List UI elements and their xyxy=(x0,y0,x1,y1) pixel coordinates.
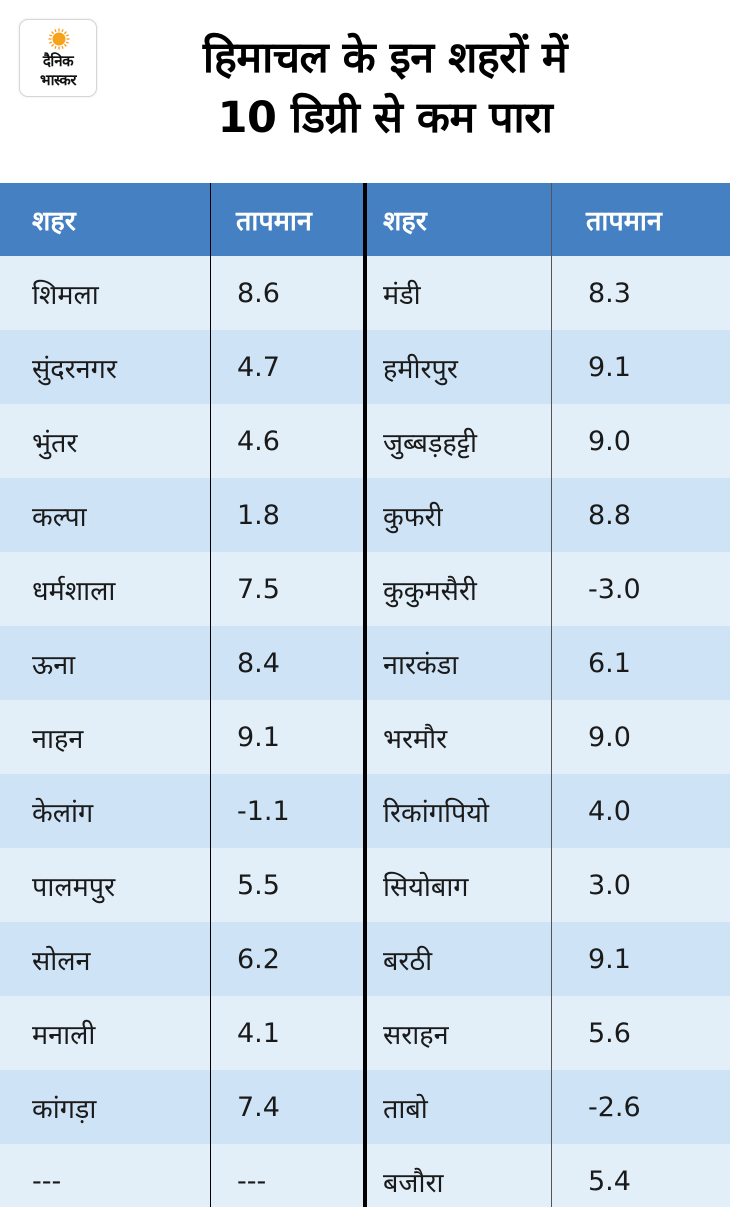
city-cell: सुंदरनगर xyxy=(32,353,117,385)
city-cell: मनाली xyxy=(32,1019,96,1051)
city-cell: नाहन xyxy=(32,723,84,755)
temperature-cell: 8.6 xyxy=(237,277,280,309)
temperature-cell: 5.5 xyxy=(237,869,280,901)
page-title: हिमाचल के इन शहरों में 10 डिग्री से कम प… xyxy=(100,28,670,148)
city-cell: कुकुमसैरी xyxy=(383,575,477,607)
city-cell: सराहन xyxy=(383,1019,449,1051)
city-cell: पालमपुर xyxy=(32,871,116,903)
city-cell: कुफरी xyxy=(383,501,443,533)
temperature-cell: -1.1 xyxy=(237,795,290,827)
temperature-cell: 3.0 xyxy=(588,869,631,901)
temperature-cell: 5.6 xyxy=(588,1017,631,1049)
temperature-cell: 5.4 xyxy=(588,1165,631,1197)
temperature-cell: 9.1 xyxy=(588,943,631,975)
city-cell: कल्पा xyxy=(32,501,87,533)
temperature-cell: 8.4 xyxy=(237,647,280,679)
city-cell: केलांग xyxy=(32,797,94,829)
header-temperature-2: तापमान xyxy=(586,206,662,237)
city-cell: बजौरा xyxy=(383,1167,444,1199)
center-divider xyxy=(363,183,367,1207)
temperature-cell: -3.0 xyxy=(588,573,641,605)
header: दैनिक भास्कर हिमाचल के इन शहरों में 10 ड… xyxy=(0,0,730,183)
temperature-cell: 9.1 xyxy=(237,721,280,753)
logo-text-line1: दैनिक xyxy=(42,52,74,70)
column-divider xyxy=(210,183,211,1207)
temperature-cell: 4.1 xyxy=(237,1017,280,1049)
city-cell: धर्मशाला xyxy=(32,575,116,607)
header-temperature-1: तापमान xyxy=(236,206,312,237)
temperature-cell: --- xyxy=(237,1165,267,1197)
city-cell: हमीरपुर xyxy=(383,353,458,385)
temperature-table: शहर तापमान शहर तापमान शिमला 8.6 मंडी 8.3… xyxy=(0,183,730,1207)
temperature-cell: 4.0 xyxy=(588,795,631,827)
city-cell: सोलन xyxy=(32,945,91,977)
dainik-bhaskar-logo: दैनिक भास्कर xyxy=(19,19,97,97)
title-line2: 10 डिग्री से कम पारा xyxy=(217,93,553,143)
header-city-1: शहर xyxy=(32,206,76,237)
city-cell: --- xyxy=(32,1165,62,1197)
temperature-cell: 8.3 xyxy=(588,277,631,309)
temperature-cell: -2.6 xyxy=(588,1091,641,1123)
temperature-cell: 8.8 xyxy=(588,499,631,531)
city-cell: भुंतर xyxy=(32,427,78,459)
city-cell: ऊना xyxy=(32,649,76,681)
city-cell: नारकंडा xyxy=(383,649,459,681)
temperature-cell: 9.0 xyxy=(588,721,631,753)
sun-icon xyxy=(48,28,70,50)
title-line1: हिमाचल के इन शहरों में xyxy=(202,33,568,83)
column-divider xyxy=(551,183,552,1207)
temperature-cell: 4.6 xyxy=(237,425,280,457)
city-cell: भरमौर xyxy=(383,723,448,755)
temperature-cell: 9.0 xyxy=(588,425,631,457)
city-cell: शिमला xyxy=(32,279,99,311)
city-cell: मंडी xyxy=(383,279,421,311)
city-cell: कांगड़ा xyxy=(32,1093,97,1125)
table-row: --- --- बजौरा 5.4 xyxy=(0,1144,730,1207)
temperature-cell: 7.5 xyxy=(237,573,280,605)
city-cell: सियोबाग xyxy=(383,871,469,903)
city-cell: ताबो xyxy=(383,1093,428,1125)
header-city-2: शहर xyxy=(383,206,427,237)
temperature-cell: 1.8 xyxy=(237,499,280,531)
temperature-cell: 6.2 xyxy=(237,943,280,975)
city-cell: बरठी xyxy=(383,945,433,977)
temperature-cell: 9.1 xyxy=(588,351,631,383)
temperature-cell: 4.7 xyxy=(237,351,280,383)
logo-text-line2: भास्कर xyxy=(40,71,76,89)
temperature-cell: 7.4 xyxy=(237,1091,280,1123)
city-cell: जुब्बड़हट्टी xyxy=(383,427,477,459)
city-cell: रिकांगपियो xyxy=(383,797,489,829)
temperature-cell: 6.1 xyxy=(588,647,631,679)
